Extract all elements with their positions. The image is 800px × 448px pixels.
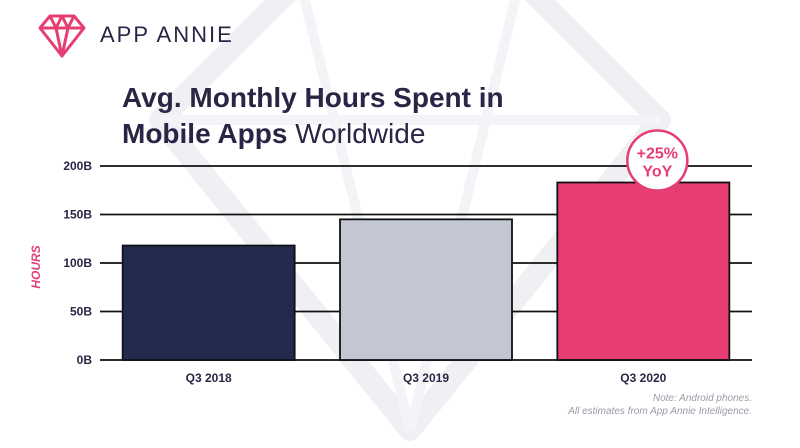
title-line-2: Mobile Apps Worldwide bbox=[122, 116, 504, 152]
bar bbox=[339, 218, 513, 361]
title-line-1: Avg. Monthly Hours Spent in bbox=[122, 82, 504, 113]
footnote: Note: Android phones. All estimates from… bbox=[568, 392, 752, 418]
y-tick-label: 0B bbox=[77, 353, 93, 367]
diamond-logo-icon bbox=[36, 10, 88, 60]
x-tick-label: Q3 2019 bbox=[403, 371, 449, 385]
yoy-badge-label: YoY bbox=[642, 163, 672, 180]
footnote-line-1: Note: Android phones. bbox=[652, 393, 752, 404]
y-tick-label: 150B bbox=[63, 208, 92, 222]
x-tick-label: Q3 2020 bbox=[620, 371, 666, 385]
footnote-line-2: All estimates from App Annie Intelligenc… bbox=[568, 406, 752, 417]
title-bold-part: Mobile Apps bbox=[122, 118, 288, 149]
yoy-badge bbox=[626, 129, 689, 192]
bar bbox=[556, 181, 731, 361]
y-axis-label: HOURS bbox=[29, 245, 43, 288]
yoy-badge-percent: +25% bbox=[637, 145, 678, 162]
chart-title: Avg. Monthly Hours Spent in Mobile Apps … bbox=[122, 80, 504, 152]
y-tick-label: 50B bbox=[70, 305, 92, 319]
x-tick-label: Q3 2018 bbox=[186, 371, 232, 385]
y-tick-label: 200B bbox=[63, 159, 92, 173]
title-light-part: Worldwide bbox=[295, 118, 426, 149]
brand-name: APP ANNIE bbox=[100, 22, 234, 47]
app-annie-brand: APP ANNIE bbox=[36, 10, 234, 60]
bar bbox=[121, 244, 296, 361]
y-tick-label: 100B bbox=[63, 256, 92, 270]
